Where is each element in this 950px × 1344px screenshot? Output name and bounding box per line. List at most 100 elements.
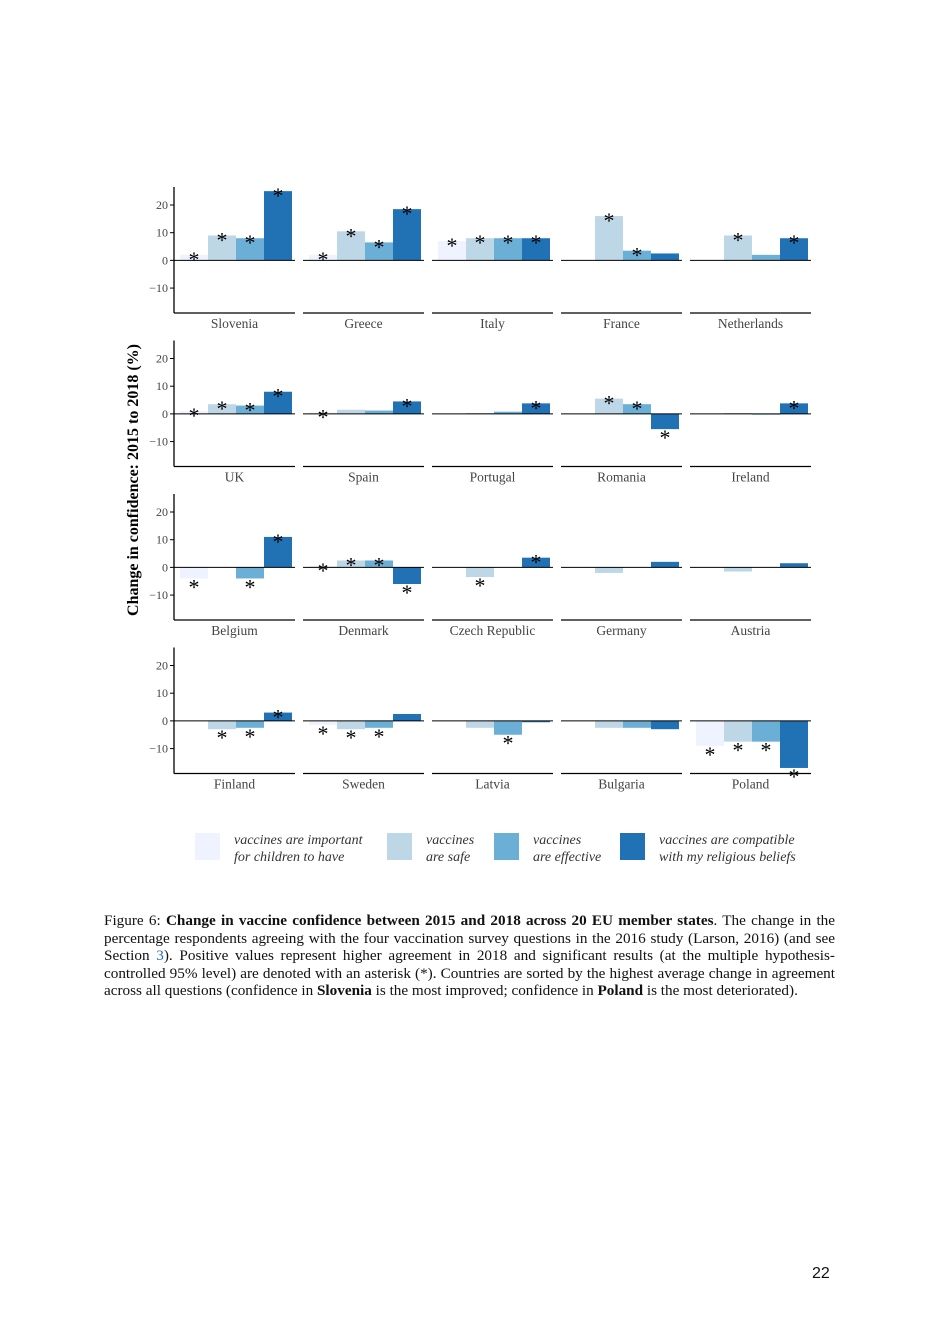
bar xyxy=(780,563,808,568)
y-tick-label: 10 xyxy=(156,226,168,240)
bar xyxy=(780,403,808,414)
bar xyxy=(651,413,679,430)
significance-marker: * xyxy=(318,558,329,583)
bar xyxy=(780,720,808,768)
bar xyxy=(494,411,522,414)
bar xyxy=(522,720,550,723)
facet-title: Ireland xyxy=(731,470,769,485)
significance-marker: * xyxy=(475,573,486,598)
caption-plain: is the most deteriorated). xyxy=(643,982,798,1000)
bar xyxy=(651,561,679,568)
facet-title: Denmark xyxy=(338,623,388,638)
bar xyxy=(466,720,494,728)
legend-label: vaccines are compatible xyxy=(659,833,795,848)
bar xyxy=(180,567,208,579)
significance-marker: * xyxy=(273,705,284,730)
y-tick-label: 20 xyxy=(156,659,168,673)
significance-marker: * xyxy=(189,247,200,272)
significance-marker: * xyxy=(632,243,643,268)
facet-title: Greece xyxy=(344,316,382,331)
significance-marker: * xyxy=(318,405,329,430)
facet-title: UK xyxy=(225,470,245,485)
bar xyxy=(337,409,365,414)
y-tick-label: 0 xyxy=(162,560,168,574)
bar xyxy=(208,720,236,730)
caption: Figure 6: Change in vaccine confidence b… xyxy=(104,912,835,1000)
facet-title: Italy xyxy=(480,316,505,331)
significance-marker: * xyxy=(733,738,744,763)
facet-title: Germany xyxy=(596,623,646,638)
page-number: 22 xyxy=(812,1265,830,1282)
bar xyxy=(309,720,337,726)
bar xyxy=(208,235,236,261)
y-tick-label: −10 xyxy=(149,281,168,295)
significance-marker: * xyxy=(402,580,413,605)
significance-marker: * xyxy=(604,391,615,416)
facet-title: Belgium xyxy=(211,623,258,638)
bar xyxy=(264,536,292,568)
significance-marker: * xyxy=(374,552,385,577)
caption-plain: ). Positive values represent higher agre… xyxy=(104,947,835,1000)
legend-label: vaccines xyxy=(533,833,582,848)
significance-marker: * xyxy=(217,725,228,750)
significance-marker: * xyxy=(217,227,228,252)
bar xyxy=(595,567,623,573)
bar xyxy=(208,404,236,414)
bar xyxy=(494,720,522,735)
bar xyxy=(393,209,421,261)
significance-marker: * xyxy=(705,742,716,767)
legend-label: are effective xyxy=(533,850,601,865)
significance-marker: * xyxy=(733,227,744,252)
bar xyxy=(522,403,550,414)
legend-swatch xyxy=(620,833,645,860)
y-tick-label: 0 xyxy=(162,253,168,267)
facet-title: France xyxy=(603,316,640,331)
bar xyxy=(337,720,365,730)
facet-title: Austria xyxy=(731,623,771,638)
significance-marker: * xyxy=(273,183,284,208)
bar xyxy=(309,566,337,568)
legend-label: for children to have xyxy=(234,850,344,865)
significance-marker: * xyxy=(789,230,800,255)
caption-link[interactable]: 3 xyxy=(156,947,164,965)
significance-marker: * xyxy=(402,393,413,418)
bar xyxy=(466,567,494,578)
significance-marker: * xyxy=(503,230,514,255)
bar xyxy=(337,231,365,261)
bar xyxy=(309,254,337,261)
bar xyxy=(623,404,651,414)
significance-marker: * xyxy=(189,403,200,428)
significance-marker: * xyxy=(402,201,413,226)
bar xyxy=(236,720,264,728)
bar xyxy=(522,238,550,261)
significance-marker: * xyxy=(789,395,800,420)
significance-marker: * xyxy=(447,233,458,258)
significance-marker: * xyxy=(531,550,542,575)
facet-title: Slovenia xyxy=(211,316,258,331)
bar xyxy=(522,557,550,568)
caption-plain: . The change in the percentage responden… xyxy=(104,912,835,965)
facet-title: Finland xyxy=(214,777,256,792)
significance-marker: * xyxy=(475,230,486,255)
bar xyxy=(393,401,421,414)
y-tick-label: 10 xyxy=(156,686,168,700)
significance-marker: * xyxy=(604,208,615,233)
bar xyxy=(393,713,421,721)
bar xyxy=(466,238,494,261)
significance-marker: * xyxy=(374,724,385,749)
significance-marker: * xyxy=(789,764,800,789)
bar xyxy=(696,720,724,746)
facet-title: Portugal xyxy=(470,470,516,485)
chart: Change in confidence: 2015 to 2018 (%) S… xyxy=(125,183,811,865)
bar xyxy=(724,720,752,742)
significance-marker: * xyxy=(531,230,542,255)
y-tick-label: 0 xyxy=(162,407,168,421)
significance-marker: * xyxy=(632,396,643,421)
significance-marker: * xyxy=(217,396,228,421)
bar xyxy=(752,720,780,742)
caption-bold: Change in vaccine confidence between 201… xyxy=(165,912,714,929)
caption-bold: Poland xyxy=(597,982,644,1000)
y-tick-label: 20 xyxy=(156,505,168,519)
bar xyxy=(337,560,365,568)
y-tick-label: −10 xyxy=(149,742,168,756)
